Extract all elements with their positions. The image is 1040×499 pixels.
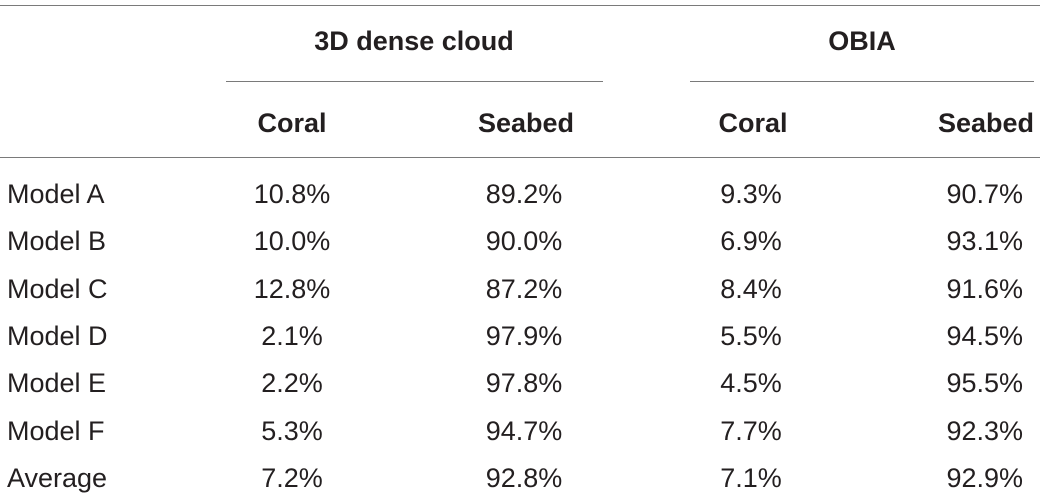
row-label: Model E (7, 368, 107, 398)
table-cell: 94.7% (485, 416, 563, 446)
header-bottom-rule (0, 157, 1040, 158)
table-cell: 7.2% (261, 463, 323, 493)
table-cell: 8.4% (720, 274, 782, 304)
table-cell: 95.5% (946, 368, 1023, 398)
row-label: Model C (7, 274, 108, 304)
row-label: Model B (7, 226, 107, 256)
table-cell: 91.6% (946, 274, 1023, 304)
row-label: Model D (7, 321, 108, 351)
table-cell: 10.8% (253, 179, 331, 209)
group-rule-obia (690, 81, 1034, 82)
table-cell: 90.0% (485, 226, 563, 256)
col-header-obia-seabed: Seabed (937, 108, 1034, 138)
table-cell: 92.8% (485, 463, 563, 493)
table-cell: 10.0% (253, 226, 331, 256)
table-cell: 92.3% (946, 416, 1023, 446)
table-cell: 5.5% (720, 321, 782, 351)
row-label: Model F (7, 416, 105, 446)
row-label: Model A (7, 179, 105, 209)
col-header-dense-coral: Coral (257, 108, 327, 138)
group-header-obia: OBIA (828, 26, 896, 56)
table-cell: 90.7% (946, 179, 1023, 209)
row-label: Average (7, 463, 108, 493)
table-cell: 12.8% (253, 274, 331, 304)
col-header-obia-coral: Coral (718, 108, 788, 138)
table-cell: 6.9% (720, 226, 782, 256)
table-cell: 94.5% (946, 321, 1023, 351)
table-cell: 9.3% (720, 179, 782, 209)
table-cell: 2.1% (261, 321, 323, 351)
table-cell: 5.3% (261, 416, 323, 446)
col-header-dense-seabed: Seabed (477, 108, 575, 138)
table-top-rule (0, 5, 1040, 6)
table-cell: 93.1% (946, 226, 1023, 256)
table-cell: 4.5% (720, 368, 782, 398)
group-rule-3d-dense-cloud (226, 81, 603, 82)
table-cell: 89.2% (485, 179, 563, 209)
table-cell: 7.1% (720, 463, 782, 493)
table-cell: 92.9% (946, 463, 1023, 493)
table-cell: 2.2% (261, 368, 323, 398)
group-header-3d-dense-cloud: 3D dense cloud (314, 26, 514, 56)
table-cell: 7.7% (720, 416, 782, 446)
table-cell: 87.2% (485, 274, 563, 304)
table-cell: 97.9% (485, 321, 563, 351)
table-cell: 97.8% (485, 368, 563, 398)
